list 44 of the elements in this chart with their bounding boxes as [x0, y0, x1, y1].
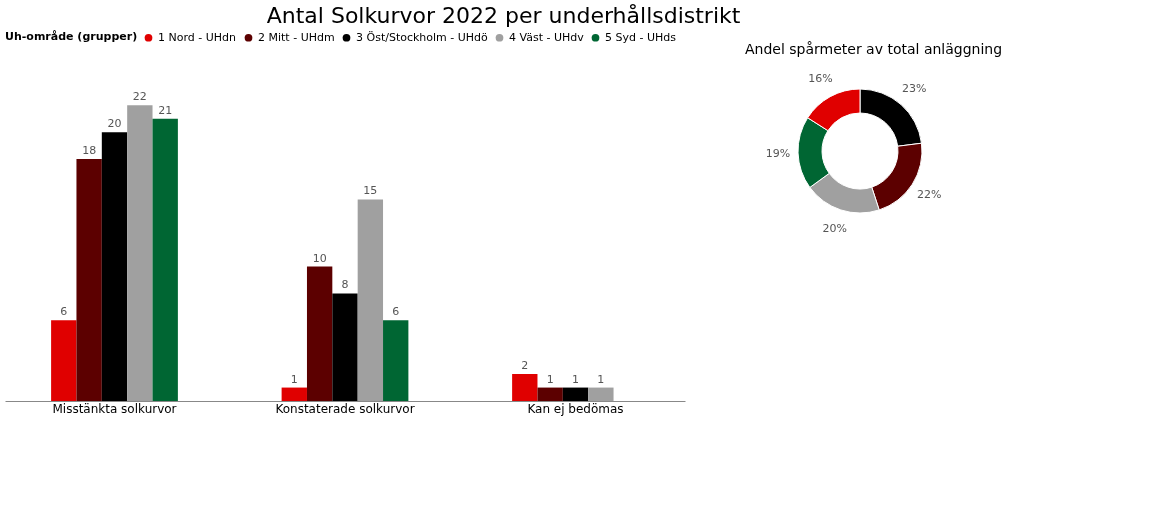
legend-title: Uh-område (grupper): [5, 30, 138, 43]
data-label: 1: [572, 372, 580, 386]
bar: [152, 118, 178, 401]
legend-label: 5 Syd - UHds: [605, 30, 677, 44]
bar: [512, 374, 538, 401]
data-label: 20%: [822, 221, 847, 235]
bar: [588, 387, 614, 401]
bar: [51, 320, 77, 401]
data-label: 23%: [902, 82, 927, 96]
bar: [101, 132, 128, 401]
data-label: 20: [107, 117, 122, 131]
data-label: 1: [597, 372, 605, 386]
data-label: 16%: [808, 72, 833, 86]
legend-label: 3 Öst/Stockholm - UHdö: [356, 30, 489, 44]
legend-label: 4 Väst - UHdv: [509, 30, 585, 44]
data-label: 2: [521, 359, 529, 373]
bar: [306, 266, 333, 401]
x-tick-label: Kan ej bedömas: [527, 401, 624, 416]
chart-title: Antal Solkurvor 2022 per underhållsdistrikt: [266, 3, 741, 28]
data-label: 1: [546, 372, 554, 386]
bar: [332, 293, 358, 401]
data-label: 6: [60, 305, 68, 319]
bar: [76, 159, 102, 401]
x-tick-label: Konstaterade solkurvor: [275, 401, 415, 416]
data-label: 15: [363, 184, 378, 198]
data-label: 8: [341, 278, 349, 292]
data-label: 21: [158, 103, 173, 117]
bar: [127, 105, 153, 401]
data-label: 1: [290, 372, 298, 386]
legend-label: 1 Nord - UHdn: [158, 30, 237, 44]
bar: [537, 387, 563, 401]
bar: [562, 387, 589, 401]
data-label: 10: [312, 251, 327, 265]
bar: [383, 320, 409, 401]
data-label: 22%: [917, 187, 942, 201]
data-label: 22: [132, 90, 147, 104]
chart-title: Andel spårmeter av total anläggning: [745, 41, 1003, 57]
data-label: 18: [82, 144, 97, 158]
legend-label: 2 Mitt - UHdm: [258, 30, 335, 44]
data-label: 6: [392, 305, 400, 319]
bar: [281, 387, 307, 401]
x-tick-label: Misstänkta solkurvor: [52, 401, 177, 416]
bar: [357, 199, 384, 401]
data-label: 19%: [765, 146, 791, 160]
